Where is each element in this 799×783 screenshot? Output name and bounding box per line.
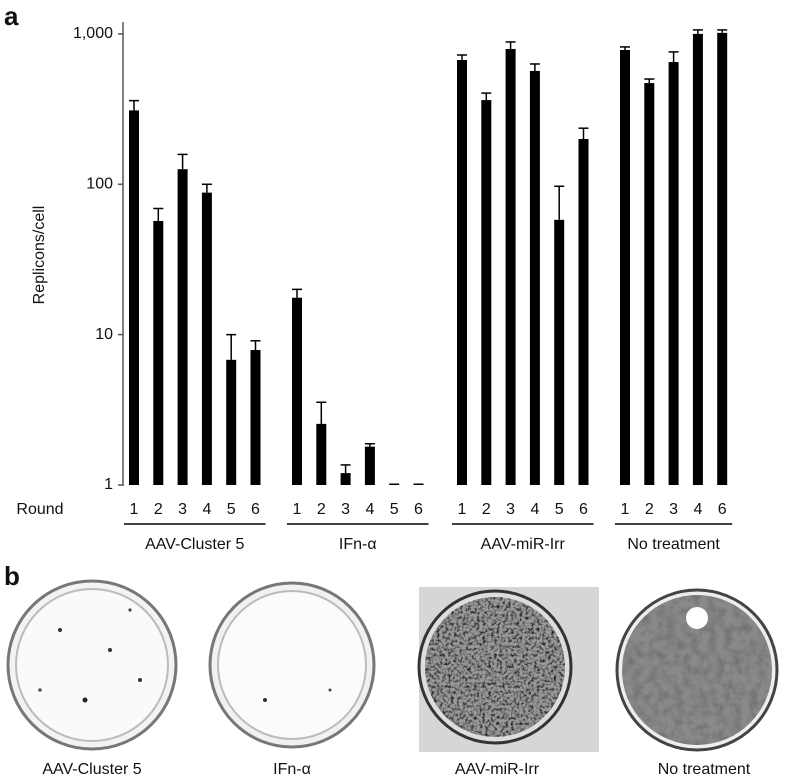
- x-tick-label: 4: [365, 501, 374, 518]
- bar: [692, 33, 703, 485]
- x-tick-label: 6: [414, 501, 423, 518]
- bar: [413, 483, 424, 485]
- x-tick-label: 4: [693, 501, 702, 518]
- x-tick-label: 1: [458, 501, 467, 518]
- y-axis-label: Replicons/cell: [31, 206, 48, 305]
- bar: [316, 423, 327, 485]
- x-tick-label: 1: [621, 501, 630, 518]
- plate-caption: AAV-miR-Irr: [455, 761, 540, 778]
- bar: [201, 192, 212, 486]
- x-tick-label: 4: [530, 501, 539, 518]
- x-tick-label: 1: [130, 501, 139, 518]
- bar: [578, 139, 589, 485]
- plate-caption: No treatment: [658, 761, 751, 778]
- plate-caption: IFn-α: [273, 761, 311, 778]
- x-axis-label: Round: [16, 501, 63, 518]
- bar: [153, 220, 164, 485]
- y-tick-label: 1: [104, 476, 113, 493]
- y-tick-label: 1,000: [73, 25, 113, 42]
- bar: [457, 59, 467, 485]
- x-tick-label: 6: [251, 501, 260, 518]
- bar: [481, 100, 492, 486]
- plate-photo: [208, 581, 376, 749]
- bar: [717, 32, 728, 485]
- bar: [250, 350, 261, 485]
- group-label: AAV-Cluster 5: [145, 536, 244, 553]
- x-tick-label: 3: [669, 501, 678, 518]
- bar: [389, 483, 400, 485]
- bar: [554, 219, 565, 485]
- plate-photo: [615, 588, 779, 752]
- x-tick-label: 5: [555, 501, 564, 518]
- x-tick-label: 2: [482, 501, 491, 518]
- bar: [226, 359, 237, 485]
- group-label: IFn-α: [339, 536, 377, 553]
- bar: [364, 446, 375, 485]
- bar: [340, 473, 351, 485]
- bar: [292, 297, 302, 485]
- group-label: No treatment: [627, 536, 720, 553]
- x-tick-label: 5: [390, 501, 399, 518]
- bar: [505, 48, 516, 485]
- x-tick-label: 4: [202, 501, 211, 518]
- x-tick-label: 5: [227, 501, 236, 518]
- bar: [668, 62, 679, 485]
- x-tick-label: 2: [154, 501, 163, 518]
- plate-photo: [417, 587, 599, 752]
- bar: [129, 110, 139, 486]
- panel-label: b: [4, 561, 20, 591]
- x-tick-label: 3: [341, 501, 350, 518]
- plate-photo: [6, 579, 178, 751]
- x-tick-label: 6: [579, 501, 588, 518]
- group-label: AAV-miR-Irr: [481, 536, 566, 553]
- bar: [177, 169, 188, 485]
- plate-caption: AAV-Cluster 5: [42, 761, 141, 778]
- bar: [529, 70, 540, 485]
- x-tick-label: 6: [718, 501, 727, 518]
- bar: [644, 83, 655, 486]
- y-tick-label: 100: [86, 175, 113, 192]
- x-tick-label: 3: [178, 501, 187, 518]
- x-tick-label: 3: [506, 501, 515, 518]
- x-tick-label: 2: [645, 501, 654, 518]
- x-tick-label: 1: [293, 501, 302, 518]
- y-tick-label: 10: [95, 326, 113, 343]
- panel-label: a: [4, 1, 19, 31]
- bar: [620, 49, 630, 485]
- x-tick-label: 2: [317, 501, 326, 518]
